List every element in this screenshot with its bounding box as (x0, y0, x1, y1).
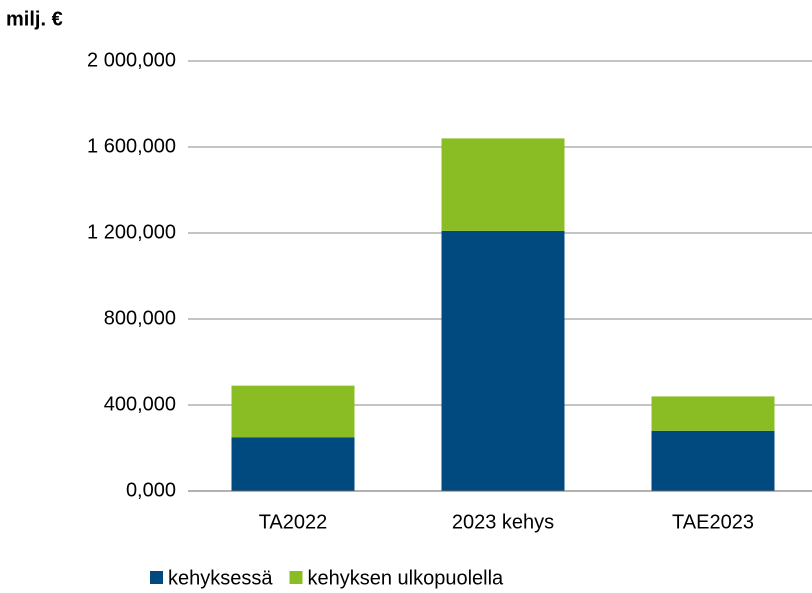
bar-segment (231, 385, 355, 438)
x-tick-label: TA2022 (259, 511, 328, 533)
y-tick-label: 1 200,000 (87, 221, 176, 243)
x-tick-label: 2023 kehys (452, 511, 554, 533)
y-tick-label: 1 600,000 (87, 135, 176, 157)
bar-segment (231, 437, 355, 491)
bar-segment (441, 138, 565, 231)
x-tick-label: TAE2023 (672, 511, 754, 533)
y-tick-label: 0,000 (126, 479, 176, 501)
y-tick-label: 800,000 (104, 307, 176, 329)
bar-segment (651, 396, 775, 431)
legend-label: kehyksessä (168, 567, 273, 589)
y-tick-label: 400,000 (104, 393, 176, 415)
y-axis-label: milj. € (6, 8, 63, 30)
legend-swatch (289, 571, 303, 584)
y-tick-label: 2 000,000 (87, 49, 176, 71)
legend-label: kehyksen ulkopuolella (308, 567, 505, 589)
legend-swatch (150, 571, 163, 584)
bar-segment (651, 430, 775, 491)
bar-segment (441, 230, 565, 491)
